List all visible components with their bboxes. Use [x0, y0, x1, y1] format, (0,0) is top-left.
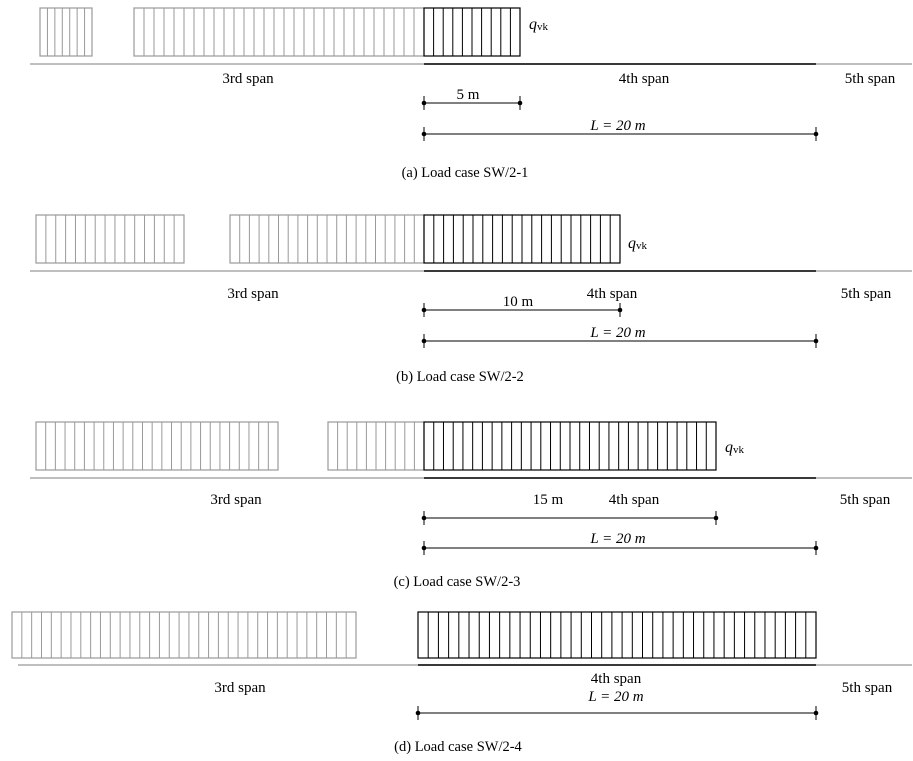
span-length-label: L = 20 m — [589, 118, 645, 134]
loaded-length-dimension — [421, 511, 719, 525]
span-label-3rd: 3rd span — [210, 492, 262, 508]
span-length-label: L = 20 m — [589, 531, 645, 547]
gray-load-block — [39, 7, 93, 57]
applied-load-block — [417, 611, 817, 659]
load-symbol: qvk — [529, 16, 549, 33]
span-label-4th: 4th span — [591, 671, 642, 687]
panel-caption: (a) Load case SW/2-1 — [402, 165, 529, 181]
gray-load-block — [327, 421, 425, 471]
span-length-dimension — [421, 334, 819, 348]
span-label-4th: 4th span — [609, 492, 660, 508]
loaded-length-label: 15 m — [533, 492, 564, 508]
panel-caption: (b) Load case SW/2-2 — [396, 369, 524, 385]
panel-a: qvk 3rd span 4th span 5th span 5 m L = 2… — [30, 7, 912, 181]
gray-load-block — [35, 421, 279, 471]
panel-c: qvk 3rd span 4th span 5th span 15 m L = … — [30, 421, 912, 590]
loaded-length-dimension — [421, 96, 523, 110]
applied-load-block — [423, 421, 717, 471]
load-block-outline — [133, 7, 425, 57]
applied-load-block — [423, 214, 621, 264]
panel-caption: (d) Load case SW/2-4 — [394, 739, 522, 755]
loaded-length-label: 5 m — [457, 87, 480, 103]
span-label-5th: 5th span — [840, 492, 891, 508]
span-label-5th: 5th span — [845, 71, 896, 87]
load-block-outline — [35, 214, 185, 264]
span-length-label: L = 20 m — [587, 689, 643, 705]
span-length-label: L = 20 m — [589, 325, 645, 341]
span-label-5th: 5th span — [842, 680, 893, 696]
load-block-outline — [417, 611, 817, 659]
panel-b: qvk 3rd span 4th span 5th span 10 m L = … — [30, 214, 912, 385]
gray-load-block — [229, 214, 425, 264]
gray-load-block — [35, 214, 185, 264]
span-label-3rd: 3rd span — [227, 286, 279, 302]
panel-caption: (c) Load case SW/2-3 — [394, 574, 521, 590]
span-label-5th: 5th span — [841, 286, 892, 302]
span-length-dimension — [415, 706, 819, 720]
gray-load-block — [11, 611, 357, 659]
panel-d: 3rd span 4th span 5th span L = 20 m (d) … — [11, 611, 912, 755]
load-block-outline — [35, 421, 279, 471]
load-symbol: qvk — [725, 439, 745, 456]
load-block-outline — [11, 611, 357, 659]
loaded-length-dimension — [421, 303, 623, 317]
gray-load-block — [133, 7, 425, 57]
span-label-4th: 4th span — [619, 71, 670, 87]
load-block-outline — [39, 7, 93, 57]
span-label-3rd: 3rd span — [222, 71, 274, 87]
span-length-dimension — [421, 127, 819, 141]
load-symbol: qvk — [628, 235, 648, 252]
span-label-3rd: 3rd span — [214, 680, 266, 696]
span-label-4th: 4th span — [587, 286, 638, 302]
applied-load-block — [423, 7, 521, 57]
span-length-dimension — [421, 541, 819, 555]
loaded-length-label: 10 m — [503, 294, 534, 310]
